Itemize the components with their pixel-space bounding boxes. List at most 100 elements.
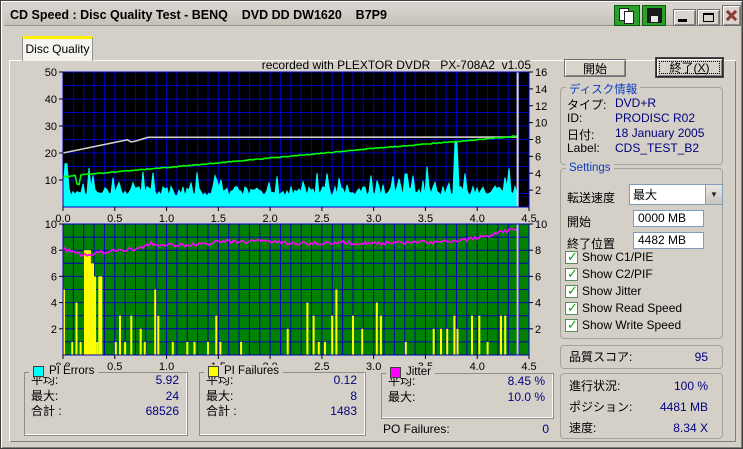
checkbox-icon[interactable] [565, 283, 578, 299]
minimize-icon [678, 19, 687, 22]
end-position-input[interactable]: 4482 MB [633, 232, 704, 249]
disc-date-value: 18 January 2005 [615, 126, 705, 140]
floppy-label-shape [651, 16, 658, 22]
stat-label: 最大: [206, 388, 234, 403]
svg-text:3.0: 3.0 [366, 213, 381, 224]
disc-label-label: Label: [567, 141, 600, 155]
page-shape [624, 11, 634, 24]
svg-text:1.5: 1.5 [211, 213, 226, 224]
show-jitter-checkbox[interactable]: Show Jitter [565, 283, 641, 299]
close-button[interactable] [722, 5, 741, 26]
checkbox-icon[interactable] [565, 249, 578, 265]
show-read-speed-checkbox[interactable]: Show Read Speed [565, 300, 682, 316]
checkbox-icon[interactable] [565, 266, 578, 282]
transfer-speed-select[interactable]: 最大 ▼ [629, 184, 723, 205]
pi-errors-statbox: PI Errors 平均: 5.92 最大: 24 合計 :68526 [24, 365, 188, 436]
svg-text:2.5: 2.5 [314, 361, 329, 371]
exit-button[interactable]: 終了(X) [655, 57, 724, 78]
title-bar[interactable]: CD Speed : Disc Quality Test - BENQ DVD … [4, 4, 741, 26]
jitter-legend: Jitter [386, 366, 435, 378]
svg-text:4: 4 [51, 298, 57, 310]
position-row: ポジション: 4481 MB [561, 397, 722, 418]
po-failures-row: PO Failures: 0 [383, 422, 549, 436]
start-position-input[interactable]: 0000 MB [633, 210, 704, 227]
pi-failures-title: PI Failures [224, 365, 279, 377]
speed-label: 速度: [569, 421, 597, 435]
settings-group [560, 168, 723, 339]
svg-text:4.0: 4.0 [470, 213, 485, 224]
tab-disc-quality[interactable]: Disc Quality [22, 36, 93, 61]
quality-score-row: 品質スコア: 95 [561, 346, 722, 368]
svg-text:1.0: 1.0 [159, 361, 174, 371]
floppy-shape [647, 8, 662, 23]
chevron-down-icon[interactable]: ▼ [705, 185, 722, 204]
svg-text:14: 14 [535, 84, 547, 96]
stat-row: 最大: 24 [25, 389, 187, 405]
svg-text:2.0: 2.0 [262, 213, 277, 224]
svg-text:0.5: 0.5 [107, 213, 122, 224]
stat-value: 1483 [330, 404, 357, 418]
stat-value: 5.92 [155, 373, 179, 387]
svg-text:8: 8 [535, 135, 541, 147]
svg-text:6: 6 [535, 271, 541, 283]
checkbox-icon[interactable] [565, 300, 578, 316]
stat-value: 10.0 % [507, 389, 545, 404]
disc-date-label: 日付: [567, 128, 595, 142]
stat-value: 24 [165, 388, 179, 403]
svg-text:3.5: 3.5 [418, 213, 433, 224]
pi-errors-swatch [33, 365, 44, 377]
svg-text:4: 4 [535, 168, 541, 180]
maximize-button[interactable] [697, 9, 720, 26]
svg-text:16: 16 [535, 67, 547, 79]
jitter-title: Jitter [406, 366, 431, 378]
show-write-speed-checkbox[interactable]: Show Write Speed [565, 317, 682, 333]
svg-text:8: 8 [51, 245, 57, 257]
show-c1-pie-checkbox[interactable]: Show C1/PIE [565, 249, 654, 265]
jitter-swatch [390, 366, 401, 378]
jitter-statbox: Jitter 平均: 8.45 % 最大: 10.0 % [381, 366, 554, 419]
stat-label: 合計 : [206, 404, 237, 418]
disc-info-group-title: ディスク情報 [566, 81, 641, 97]
show-c2-pif-checkbox[interactable]: Show C2/PIF [565, 266, 653, 282]
focus-rect [659, 61, 720, 74]
end-position-label: 終了位置 [567, 237, 616, 251]
svg-text:50: 50 [45, 67, 57, 79]
svg-text:8: 8 [535, 245, 541, 257]
stat-row: 最大: 8 [200, 389, 365, 405]
position-label: ポジション: [569, 400, 633, 414]
svg-text:10: 10 [535, 219, 547, 231]
stat-row: 合計 : 1483 [200, 404, 365, 420]
progress-value: 100 % [673, 379, 708, 393]
pi-failures-jitter-chart: 1086421086420.00.51.01.52.02.53.03.54.04… [45, 219, 548, 371]
quality-score-box: 品質スコア: 95 [560, 345, 723, 369]
copy-pages-icon[interactable] [614, 5, 640, 26]
stat-value: 0.12 [333, 373, 357, 387]
disc-info-group [560, 87, 723, 165]
stat-row: 最大: 10.0 % [382, 390, 553, 406]
stat-row: 合計 : 68526 [25, 404, 187, 420]
quality-score-value: 95 [694, 350, 708, 364]
stat-value: 68526 [145, 404, 179, 418]
pi-failures-legend: PI Failures [204, 365, 283, 377]
stat-label: 最大: [388, 389, 416, 404]
quality-score-label: 品質スコア: [569, 350, 633, 364]
start-button[interactable]: 開始 [564, 59, 626, 77]
checkbox-label: Show C1/PIE [582, 250, 654, 264]
svg-text:4.5: 4.5 [521, 361, 536, 371]
checkbox-icon[interactable] [565, 317, 578, 333]
stat-label: 最大: [31, 388, 59, 403]
maximize-icon [703, 13, 714, 22]
progress-label: 進行状況: [569, 379, 621, 393]
svg-text:30: 30 [45, 121, 57, 133]
minimize-button[interactable] [673, 9, 696, 26]
stat-value: 8.45 % [507, 374, 545, 388]
svg-text:0.5: 0.5 [107, 361, 122, 371]
svg-text:6: 6 [51, 271, 57, 283]
floppy-save-icon[interactable] [642, 5, 666, 26]
checkbox-label: Show Write Speed [582, 318, 682, 332]
exit-mnemonic: X [697, 61, 706, 75]
svg-text:3.0: 3.0 [366, 361, 381, 371]
progress-row: 進行状況: 100 % [561, 376, 722, 397]
transfer-speed-label: 転送速度 [567, 191, 616, 205]
position-value: 4481 MB [659, 400, 708, 414]
